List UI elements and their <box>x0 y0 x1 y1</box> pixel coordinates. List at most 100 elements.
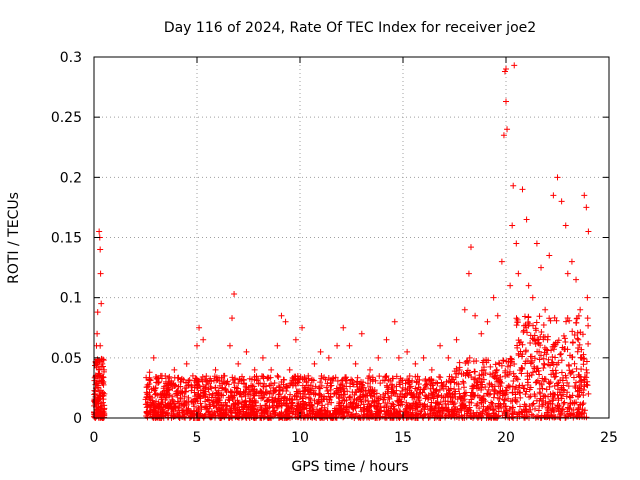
data-point <box>198 406 205 413</box>
data-point <box>177 378 184 385</box>
data-point <box>545 403 552 410</box>
data-point <box>305 372 312 379</box>
data-point <box>445 387 452 394</box>
data-point <box>507 359 514 366</box>
data-point <box>396 393 403 400</box>
data-point <box>468 373 475 380</box>
data-point <box>546 315 553 322</box>
data-point <box>420 354 427 361</box>
data-point <box>493 367 500 374</box>
data-point <box>287 391 294 398</box>
data-point <box>95 404 102 411</box>
data-point <box>527 360 534 367</box>
data-point <box>300 398 307 405</box>
data-point <box>383 373 390 380</box>
data-point <box>530 400 537 407</box>
data-point <box>95 357 102 364</box>
data-point <box>423 381 430 388</box>
data-point <box>529 294 536 301</box>
data-point <box>209 392 216 399</box>
data-point <box>518 370 525 377</box>
data-point <box>220 392 227 399</box>
data-point <box>429 382 436 389</box>
y-tick-label: 0.05 <box>51 351 82 367</box>
data-point <box>205 409 212 416</box>
data-point <box>215 405 222 412</box>
data-point <box>478 330 485 337</box>
data-point <box>438 383 445 390</box>
data-point <box>416 390 423 397</box>
data-point <box>274 342 281 349</box>
data-point <box>296 388 303 395</box>
data-point <box>541 392 548 399</box>
data-point <box>578 366 585 373</box>
data-point <box>574 348 581 355</box>
data-point <box>259 354 266 361</box>
data-point <box>509 222 516 229</box>
data-point <box>183 360 190 367</box>
data-point <box>226 397 233 404</box>
data-point <box>156 403 163 410</box>
data-point <box>555 405 562 412</box>
data-point <box>541 344 548 351</box>
data-point <box>484 412 491 419</box>
data-point <box>382 373 389 380</box>
data-point <box>465 408 472 415</box>
data-point <box>563 374 570 381</box>
data-point <box>559 344 566 351</box>
data-point <box>334 342 341 349</box>
data-point <box>194 397 201 404</box>
data-point <box>551 383 558 390</box>
data-point <box>312 383 319 390</box>
data-point <box>241 403 248 410</box>
data-point <box>247 412 254 419</box>
data-point <box>517 403 524 410</box>
data-point <box>484 318 491 325</box>
data-point <box>100 368 107 375</box>
data-point <box>414 404 421 411</box>
data-point <box>233 389 240 396</box>
data-point <box>340 324 347 331</box>
data-point <box>558 395 565 402</box>
data-point <box>399 377 406 384</box>
data-point <box>377 403 384 410</box>
data-point <box>505 371 512 378</box>
data-point <box>206 403 213 410</box>
data-point <box>440 394 447 401</box>
data-point <box>251 392 258 399</box>
data-point <box>161 383 168 390</box>
data-point <box>309 377 316 384</box>
data-point <box>221 414 228 421</box>
data-point <box>98 300 105 307</box>
y-tick-label: 0.2 <box>60 170 82 186</box>
data-point <box>575 312 582 319</box>
data-point <box>274 403 281 410</box>
data-point <box>307 396 314 403</box>
data-point <box>404 390 411 397</box>
data-point <box>318 375 325 382</box>
data-point <box>576 402 583 409</box>
data-point <box>382 400 389 407</box>
data-point <box>501 396 508 403</box>
data-point <box>385 394 392 401</box>
data-point <box>519 366 526 373</box>
data-point <box>536 389 543 396</box>
data-point <box>434 394 441 401</box>
data-point <box>434 380 441 387</box>
data-point <box>295 400 302 407</box>
data-point <box>284 384 291 391</box>
data-point <box>433 379 440 386</box>
data-point <box>520 385 527 392</box>
data-point <box>558 198 565 205</box>
data-point <box>564 314 571 321</box>
data-point <box>393 373 400 380</box>
data-point <box>195 410 202 417</box>
data-point <box>367 383 374 390</box>
data-point <box>373 397 380 404</box>
data-point <box>547 379 554 386</box>
data-point <box>523 388 530 395</box>
data-point <box>95 384 102 391</box>
data-point <box>546 383 553 390</box>
data-point <box>568 258 575 265</box>
data-point <box>498 362 505 369</box>
